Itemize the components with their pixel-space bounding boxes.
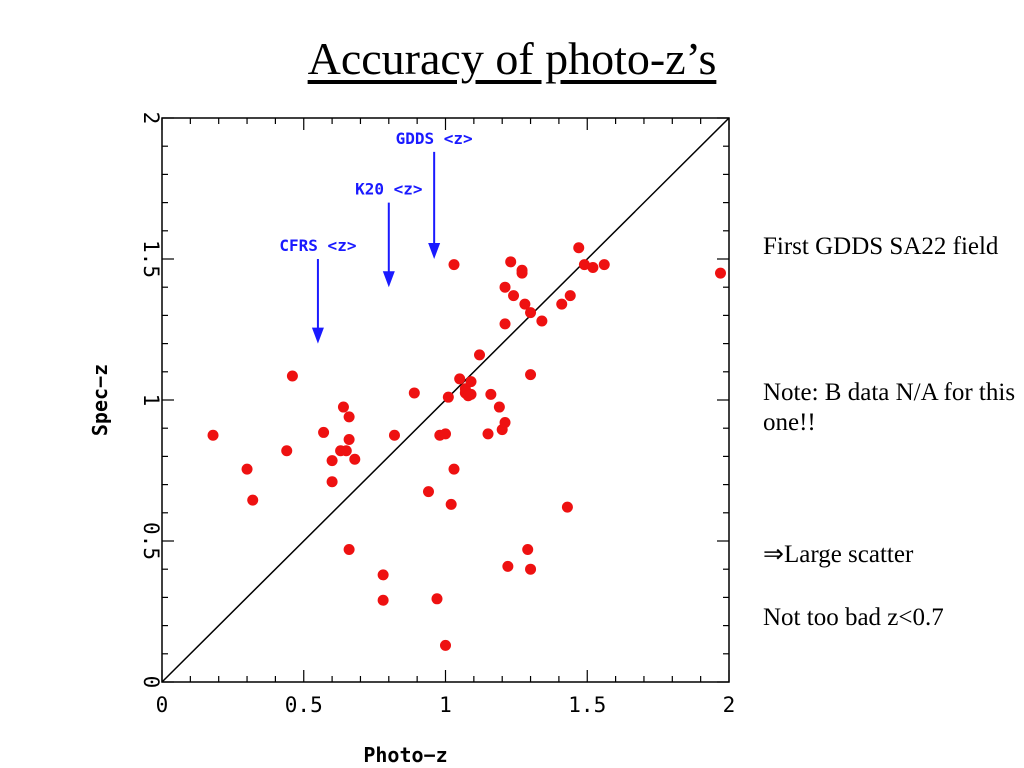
data-point — [431, 593, 443, 605]
data-point — [573, 242, 585, 254]
data-point — [598, 259, 610, 271]
data-point — [340, 445, 352, 457]
y-axis-title: Spec−z — [88, 364, 112, 436]
data-point — [448, 259, 460, 271]
data-point — [505, 256, 517, 268]
data-point — [578, 259, 590, 271]
data-point — [502, 560, 514, 572]
x-tick-label: 2 — [723, 693, 736, 717]
data-point — [337, 401, 349, 413]
annotation-label: GDDS <z> — [396, 129, 473, 148]
data-point — [714, 267, 726, 279]
annotation-arrow-head — [311, 327, 324, 344]
data-point — [377, 594, 389, 606]
y-tick-label: 1 — [139, 394, 163, 407]
data-point — [318, 426, 330, 438]
data-point — [343, 411, 355, 423]
data-point — [326, 455, 338, 467]
note-not-too-bad: Not too bad z<0.7 — [763, 604, 944, 631]
x-axis-title: Photo−z — [363, 743, 447, 767]
data-point — [440, 428, 451, 440]
note-b-data: Note: B data N/A for this one!! — [763, 379, 1016, 436]
scatter-plot-svg: 0 0.5 1 1.5 2 0 0.5 1 1.5 2 Photo−z Spec−z GDDS <z> K… — [88, 112, 736, 767]
annotation-label: CFRS <z> — [279, 236, 356, 255]
slide-title: Accuracy of photo-z’s — [307, 33, 717, 84]
x-tick-label: 0.5 — [285, 693, 323, 717]
data-point — [286, 370, 298, 382]
x-tick-label: 1 — [439, 693, 452, 717]
x-tick-label: 0 — [156, 693, 169, 717]
data-point — [445, 498, 457, 510]
data-point — [519, 298, 531, 310]
data-point — [454, 373, 466, 385]
data-point — [564, 290, 576, 302]
data-point — [465, 388, 477, 400]
annotation-arrow-head — [428, 243, 441, 259]
annotation-arrow-head — [382, 271, 395, 288]
scatter-plot: 0 0.5 1 1.5 2 0 0.5 1 1.5 2 Photo−z Spec−z GDDS <z> K… — [85, 105, 740, 768]
data-point — [525, 369, 537, 381]
data-point — [508, 290, 520, 302]
data-point — [377, 569, 389, 581]
data-point — [522, 543, 534, 555]
data-point — [442, 391, 454, 403]
data-point — [440, 639, 451, 651]
data-point — [536, 315, 548, 327]
note-field: First GDDS SA22 field — [763, 233, 999, 260]
data-point — [241, 463, 253, 475]
data-point — [326, 476, 338, 488]
note-large-scatter: ⇒Large scatter — [763, 541, 914, 568]
data-point — [474, 349, 486, 361]
data-point — [207, 429, 219, 441]
annotation-label: K20 <z> — [355, 180, 422, 199]
data-point — [525, 307, 537, 319]
y-tick-label: 2 — [139, 112, 163, 125]
data-point — [408, 387, 420, 399]
data-point — [247, 494, 259, 506]
y-tick-label: 0.5 — [139, 522, 163, 560]
data-point — [343, 433, 355, 445]
y-tick-label: 1.5 — [139, 240, 163, 278]
data-point — [388, 429, 400, 441]
data-point — [587, 261, 599, 273]
data-point — [349, 453, 361, 465]
data-point — [499, 281, 511, 293]
data-point — [343, 543, 355, 555]
data-point — [556, 298, 568, 310]
data-point — [281, 445, 293, 457]
data-point — [465, 376, 477, 388]
data-point — [485, 388, 497, 400]
data-point — [525, 563, 537, 575]
data-point — [499, 417, 511, 429]
data-point — [499, 318, 511, 330]
data-point — [516, 264, 528, 276]
y-tick-label: 0 — [139, 676, 163, 689]
data-point — [493, 401, 505, 413]
data-point — [482, 428, 494, 440]
data-point — [448, 463, 460, 475]
data-point — [422, 486, 434, 498]
x-tick-label: 1.5 — [568, 693, 606, 717]
data-point — [561, 501, 573, 513]
